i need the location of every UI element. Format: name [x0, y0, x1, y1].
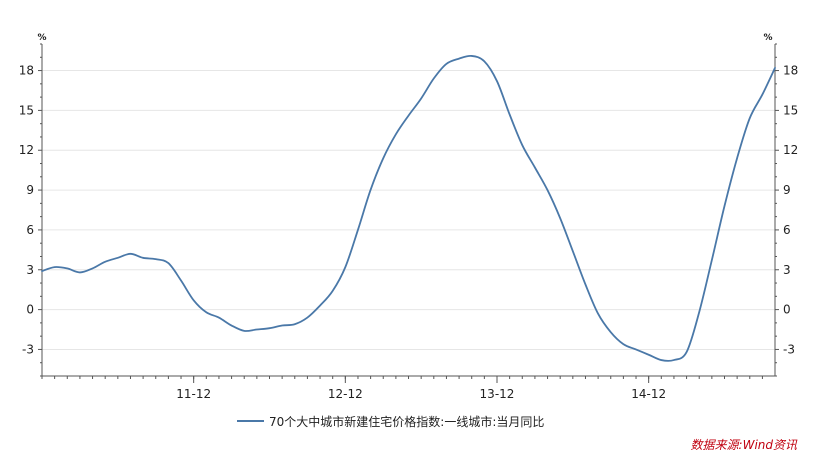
x-tick-label: 11-12: [176, 387, 211, 401]
y-tick-label-right: 12: [783, 143, 798, 157]
x-ticks: 11-12 12-12 13-12 14-12: [41, 376, 763, 401]
y-tick-label-right: 9: [783, 183, 791, 197]
y-tick-label-right: 18: [783, 64, 798, 78]
legend-label: 70个大中城市新建住宅价格指数:一线城市:当月同比: [269, 414, 544, 429]
y-tick-label-left: 0: [26, 303, 34, 317]
y-tick-label-left: 18: [19, 64, 34, 78]
legend: 70个大中城市新建住宅价格指数:一线城市:当月同比: [237, 414, 544, 429]
series-layer: [41, 54, 776, 362]
y-tick-label-right: 6: [783, 223, 791, 237]
y-tick-label-left: 15: [19, 103, 34, 117]
y-tick-label-left: 6: [26, 223, 34, 237]
y-tick-label-left: 9: [26, 183, 34, 197]
series-line: [41, 54, 776, 362]
x-tick-label: 13-12: [480, 387, 515, 401]
y-tick-label-right: 3: [783, 263, 791, 277]
left-unit-label: %: [37, 33, 46, 43]
y-ticks: -3 -3 0 0 3 3 6 6 9 9 12 12 15 15 18 18: [19, 43, 798, 377]
y-tick-label-right: -3: [783, 342, 795, 356]
y-tick-label-left: 12: [19, 143, 34, 157]
axes: % %: [37, 33, 776, 377]
right-unit-label: %: [763, 33, 772, 43]
x-tick-label: 14-12: [631, 387, 666, 401]
grid-lines: [42, 70, 775, 350]
x-tick-label: 12-12: [328, 387, 363, 401]
y-tick-label-left: -3: [22, 342, 34, 356]
y-tick-label-right: 0: [783, 303, 791, 317]
y-tick-label-left: 3: [26, 263, 34, 277]
source-note: 数据来源:Wind资讯: [691, 438, 798, 452]
y-tick-label-right: 15: [783, 103, 798, 117]
